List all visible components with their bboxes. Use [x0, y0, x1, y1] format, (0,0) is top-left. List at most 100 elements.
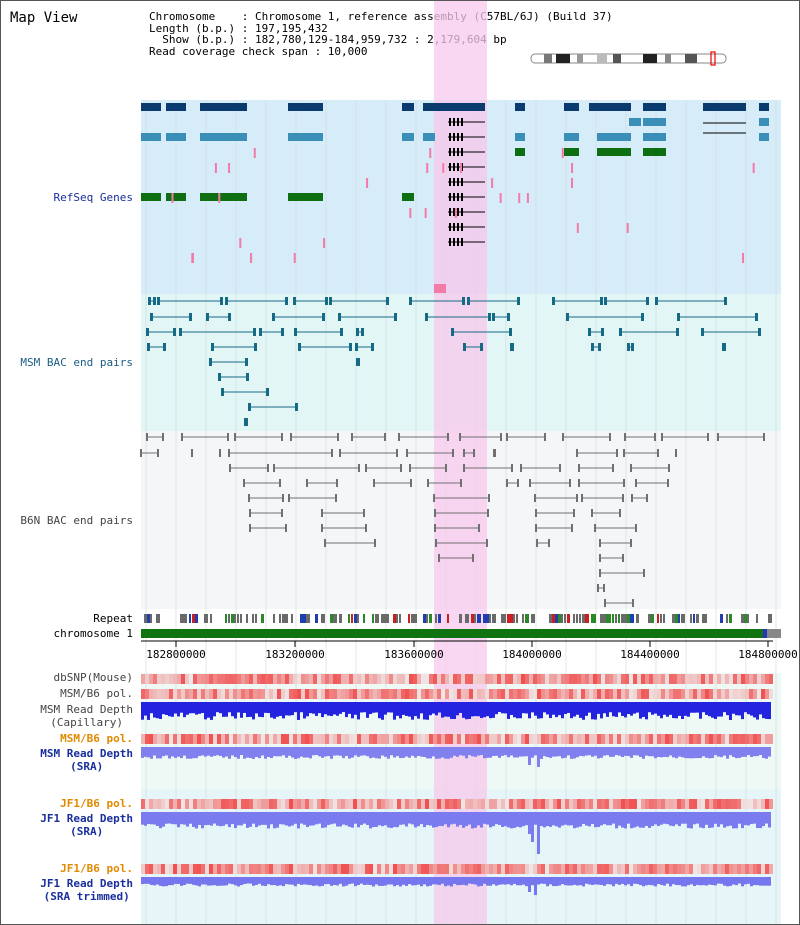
heat-cell [441, 734, 445, 744]
repeat-element [477, 614, 481, 623]
refseq-genes-track[interactable] [141, 103, 769, 293]
heat-cell [293, 864, 297, 874]
depth-bar [141, 877, 144, 885]
depth-bar [492, 747, 495, 756]
depth-bar [729, 747, 732, 756]
label-repeat[interactable]: Repeat [93, 612, 133, 625]
bac-end [322, 313, 325, 321]
repeat-element [261, 614, 264, 623]
depth-bar [546, 877, 549, 887]
bac-end [492, 313, 495, 321]
b6n-bac-track[interactable] [140, 433, 765, 607]
heat-cell [401, 689, 405, 699]
repeat-element [486, 614, 489, 623]
depth-bar [735, 702, 738, 716]
heat-cell [425, 864, 429, 874]
heat-cell [397, 799, 401, 809]
heat-cell [217, 864, 221, 874]
heat-cell [209, 864, 213, 874]
depth-bar [543, 877, 546, 884]
heat-cell [349, 864, 353, 874]
depth-bar [636, 877, 639, 884]
depth-bar [507, 702, 510, 719]
depth-bar [624, 812, 627, 829]
label-msm-depth-capillary[interactable]: MSM Read Depth (Capillary) [40, 703, 133, 729]
depth-bar [261, 812, 264, 825]
heat-cell [721, 734, 725, 744]
bac-end [447, 433, 449, 441]
label-refseq-genes[interactable]: RefSeq Genes [53, 191, 133, 204]
bac-end [677, 313, 680, 321]
depth-bar [261, 702, 264, 718]
repeat-track[interactable] [144, 614, 772, 623]
depth-bar [678, 812, 681, 827]
label-msm-depth-sra[interactable]: MSM Read Depth (SRA) [40, 747, 133, 773]
label-msm-pol-2[interactable]: MSM/B6 pol. [60, 732, 133, 745]
depth-bar [759, 702, 762, 715]
heat-cell [205, 674, 209, 684]
heat-cell [537, 689, 541, 699]
depth-bar [663, 702, 666, 715]
repeat-element [576, 614, 578, 623]
repeat-element [438, 614, 441, 623]
heat-cell [193, 674, 197, 684]
heat-cell [169, 674, 173, 684]
label-chromosome[interactable]: chromosome 1 [53, 627, 133, 640]
depth-bar [393, 702, 396, 720]
heat-cell [657, 689, 661, 699]
label-b6n-bac[interactable]: B6N BAC end pairs [20, 514, 133, 527]
label-msm-bac[interactable]: MSM BAC end pairs [20, 356, 133, 369]
repeat-element [435, 614, 437, 623]
heat-cell [413, 864, 417, 874]
bac-end [150, 313, 153, 321]
depth-bar [330, 877, 333, 886]
heat-tracks[interactable] [141, 674, 773, 874]
depth-bar [243, 877, 246, 885]
chromosome-ideogram[interactable] [530, 51, 727, 66]
depth-bar [768, 877, 771, 886]
depth-bar [576, 877, 579, 886]
heat-cell [517, 734, 521, 744]
depth-bar [615, 702, 618, 717]
depth-bar [645, 812, 648, 826]
depth-bar [468, 812, 471, 825]
label-jf1-depth-trimmed[interactable]: JF1 Read Depth (SRA trimmed) [40, 877, 133, 903]
label-jf1-pol-2[interactable]: JF1/B6 pol. [60, 862, 133, 875]
depth-bar [222, 747, 225, 758]
bac-end [763, 433, 765, 441]
repeat-element [411, 614, 415, 623]
depth-bar [636, 702, 639, 713]
depth-bar [201, 812, 204, 829]
heat-cell [461, 674, 465, 684]
label-dbsnp[interactable]: dbSNP(Mouse) [53, 671, 133, 684]
chromosome-bar[interactable] [141, 629, 773, 638]
heat-cell [489, 689, 493, 699]
label-jf1-depth[interactable]: JF1 Read Depth (SRA) [40, 812, 133, 838]
heat-cell [757, 864, 761, 874]
depth-bar [189, 812, 192, 824]
heat-cell [609, 689, 613, 699]
heat-cell [685, 689, 689, 699]
depth-bar [471, 747, 474, 757]
depth-bar [258, 702, 261, 717]
depth-bar [669, 747, 672, 756]
label-msm-pol[interactable]: MSM/B6 pol. [60, 687, 133, 700]
label-jf1-pol[interactable]: JF1/B6 pol. [60, 797, 133, 810]
heat-cell [261, 734, 265, 744]
heat-cell [469, 734, 473, 744]
heat-cell [245, 674, 249, 684]
depth-bar [261, 747, 264, 756]
repeat-element [306, 614, 310, 623]
msm-bac-track[interactable] [146, 297, 761, 426]
heat-cell [229, 734, 233, 744]
selected-region-highlight[interactable] [434, 1, 487, 925]
depth-bar [216, 747, 219, 756]
exon [449, 178, 451, 186]
depth-bar [417, 877, 420, 885]
heat-cell [269, 734, 273, 744]
heat-cell [521, 864, 525, 874]
depth-tracks[interactable] [141, 702, 771, 895]
bac-end [427, 479, 429, 487]
depth-bar [240, 702, 243, 718]
